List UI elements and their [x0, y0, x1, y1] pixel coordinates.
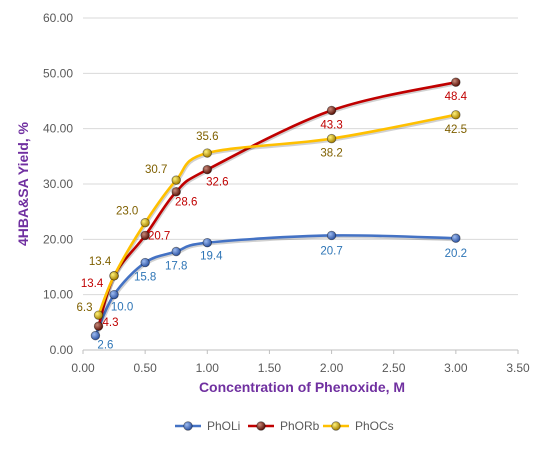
data-point-phorb [171, 187, 181, 197]
data-label-phorb: 13.4 [81, 278, 104, 290]
data-point-pholi [90, 330, 101, 341]
y-tick-label: 50.00 [43, 66, 73, 80]
data-label-phorb: 48.4 [445, 91, 468, 103]
x-tick-label: 2.50 [382, 361, 406, 375]
x-tick-label: 3.00 [444, 361, 468, 375]
data-label-phorb: 4.3 [103, 317, 119, 329]
x-tick-label: 0.00 [71, 361, 95, 375]
data-point-pholi [326, 230, 337, 241]
data-label-pholi: 10.0 [111, 302, 133, 314]
y-tick-label: 60.00 [43, 11, 73, 25]
legend-label-phocs: PhOCs [355, 419, 394, 433]
data-point-phorb [140, 230, 150, 241]
data-labels: 2.6 10.0 15.8 17.8 19.4 20.7 20.2 4.3 13.4 20.7 28… [77, 91, 468, 351]
data-label-phorb: 43.3 [320, 119, 342, 131]
data-label-pholi: 17.8 [165, 261, 187, 273]
y-tick-label: 0.00 [50, 343, 74, 357]
data-point-phocs [326, 133, 337, 144]
legend: PhOLi PhORb PhOCs [175, 419, 394, 433]
data-label-phorb: 20.7 [148, 230, 170, 242]
data-label-pholi: 20.2 [445, 248, 467, 260]
data-point-pholi [171, 246, 181, 257]
data-label-pholi: 2.6 [97, 340, 113, 352]
y-tick-label: 30.00 [43, 177, 73, 191]
data-point-phorb [326, 105, 337, 116]
y-tick-label: 10.00 [43, 288, 73, 302]
data-label-pholi: 15.8 [134, 272, 156, 284]
data-label-phocs: 42.5 [445, 124, 467, 136]
data-point-phorb [451, 77, 461, 87]
legend-marker-phocs [331, 421, 341, 431]
legend-label-phorb: PhORb [280, 419, 320, 433]
data-point-phocs [171, 175, 181, 185]
data-point-phocs [202, 148, 212, 158]
data-label-phorb: 28.6 [175, 197, 197, 209]
data-label-phorb: 32.6 [206, 177, 228, 189]
gridlines [83, 17, 518, 296]
y-axis-title: 4HBA&SA Yield, % [15, 121, 31, 246]
y-tick-label: 40.00 [43, 122, 73, 136]
data-label-pholi: 19.4 [200, 251, 223, 263]
series-line-shadow-phocs [97, 114, 459, 319]
legend-marker-pholi [183, 421, 193, 431]
data-label-phocs: 23.0 [116, 206, 138, 218]
data-point-phocs [93, 310, 104, 320]
data-point-phorb [93, 321, 104, 331]
x-axis-title: Concentration of Phenoxide, M [199, 379, 405, 395]
series-lines [94, 80, 459, 339]
series-line-shadow-pholi [94, 234, 459, 339]
data-point-pholi [202, 237, 212, 248]
series-line-phorb [97, 80, 458, 328]
x-tick-label: 3.50 [506, 361, 530, 375]
data-label-phocs: 38.2 [320, 148, 342, 160]
data-point-phocs [451, 110, 461, 120]
data-point-pholi [109, 289, 119, 300]
axes: 0.00 10.00 20.00 30.00 40.00 50.00 60.00 0.00 0.… [43, 11, 530, 375]
legend-marker-phorb [256, 421, 266, 431]
data-point-phocs [140, 218, 150, 228]
data-point-phorb [202, 164, 212, 175]
data-label-phocs: 35.6 [196, 131, 218, 143]
series-line-pholi [94, 234, 458, 337]
x-tick-label: 2.00 [320, 361, 344, 375]
data-point-pholi [140, 257, 150, 268]
legend-label-pholi: PhOLi [207, 419, 240, 433]
data-label-phocs: 13.4 [89, 256, 112, 268]
data-point-pholi [451, 233, 461, 243]
data-label-phocs: 30.7 [145, 164, 167, 176]
series-line-shadow-phorb [97, 81, 459, 330]
series-markers [90, 77, 461, 341]
data-label-pholi: 20.7 [320, 245, 342, 257]
x-tick-label: 1.50 [258, 361, 282, 375]
x-tick-label: 1.00 [196, 361, 220, 375]
data-point-phocs [109, 271, 119, 281]
data-label-phocs: 6.3 [77, 302, 93, 314]
y-tick-label: 20.00 [43, 232, 73, 246]
x-tick-label: 0.50 [133, 361, 157, 375]
